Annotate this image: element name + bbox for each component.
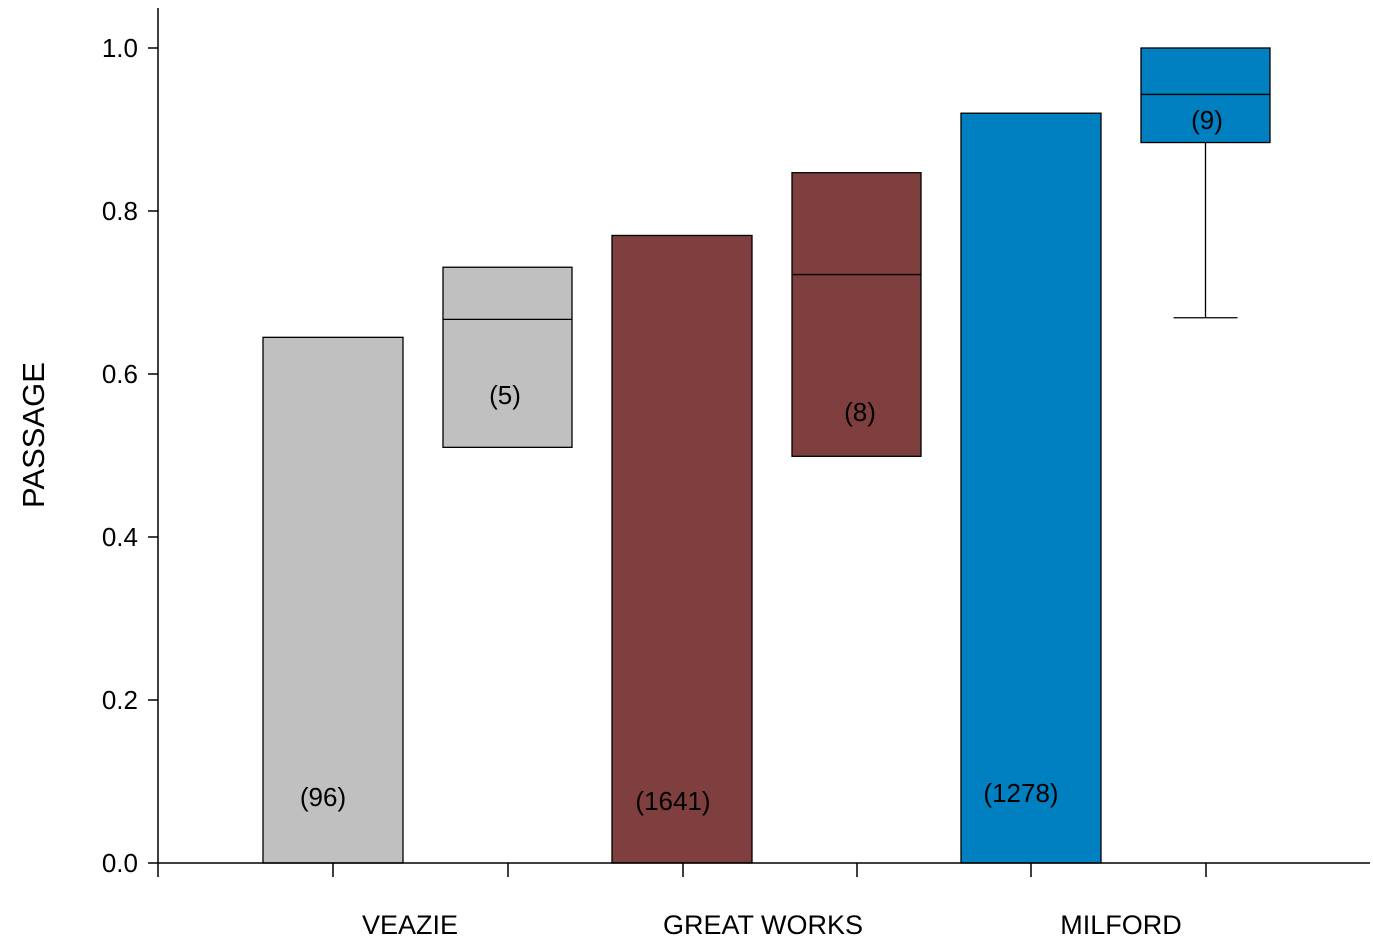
y-tick-label: 0.2 <box>102 685 138 715</box>
plot-area: (96) (1641) (1278) (5) (8) (9) <box>262 47 1271 864</box>
box-veazie <box>442 266 573 448</box>
bar-label-veazie: (96) <box>300 782 346 812</box>
box-milford <box>1140 47 1271 144</box>
x-category-label-veazie: VEAZIE <box>362 910 458 940</box>
y-tick-label: 0.0 <box>102 848 138 878</box>
y-tick-label: 0.4 <box>102 522 138 552</box>
bar-milford <box>960 112 1102 864</box>
bar-great-works <box>611 234 753 864</box>
bar-label-milford: (1278) <box>983 778 1058 808</box>
y-axis-title: PASSAGE <box>16 362 51 508</box>
x-category-label-great-works: GREAT WORKS <box>663 910 863 940</box>
y-tick-label: 0.6 <box>102 359 138 389</box>
box-label-veazie: (5) <box>489 380 521 410</box>
y-tick-label: 0.8 <box>102 196 138 226</box>
bar-veazie <box>262 336 404 864</box>
y-tick-label: 1.0 <box>102 33 138 63</box>
axes: 0.0 0.2 0.4 0.6 0.8 1.0 VEAZIE GREAT WORKS MILFO… <box>102 8 1370 940</box>
box-label-great-works: (8) <box>844 397 876 427</box>
box-label-milford: (9) <box>1191 105 1223 135</box>
x-category-label-milford: MILFORD <box>1060 910 1182 940</box>
bar-label-great-works: (1641) <box>635 786 710 816</box>
box-great-works <box>791 172 922 457</box>
